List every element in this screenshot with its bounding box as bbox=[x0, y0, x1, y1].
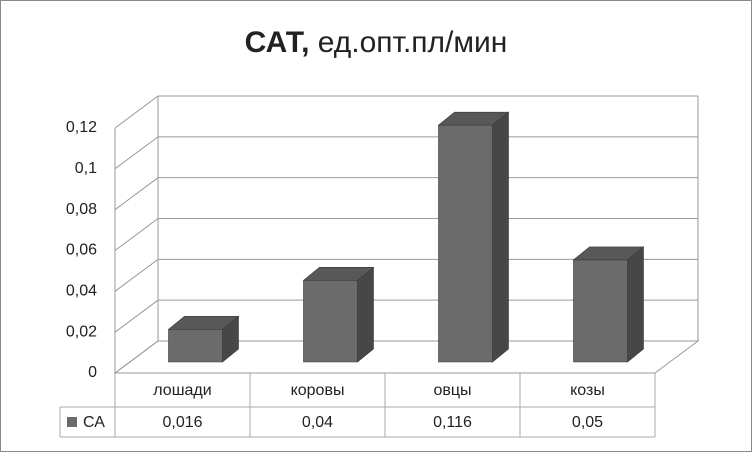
y-tick-label: 0,1 bbox=[75, 160, 97, 177]
x-tick-label: лошади bbox=[153, 382, 211, 399]
title-rest: ед.опт.пл/мин bbox=[318, 26, 508, 59]
grid-line bbox=[114, 258, 698, 292]
x-tick-label: козы bbox=[570, 382, 605, 399]
title-bold: САТ, bbox=[245, 26, 310, 59]
grid-line bbox=[114, 218, 698, 251]
bar-side bbox=[357, 266, 374, 363]
table-value: 0,016 bbox=[162, 414, 202, 431]
x-tick-label: овцы bbox=[433, 382, 471, 399]
x-tick-label: коровы bbox=[291, 382, 345, 399]
grid-line bbox=[114, 95, 698, 129]
y-tick-label: 0,04 bbox=[66, 283, 97, 300]
bar bbox=[167, 315, 240, 363]
table-value: 0,116 bbox=[433, 414, 472, 431]
bar-front bbox=[168, 329, 223, 363]
chart-title: САТ, ед.опт.пл/мин bbox=[245, 26, 508, 59]
bar-front bbox=[303, 280, 358, 363]
grid-line bbox=[114, 136, 698, 170]
bar-front bbox=[438, 124, 493, 363]
table-value: 0,05 bbox=[572, 414, 603, 431]
bar bbox=[302, 266, 375, 363]
y-tick-label: 0,06 bbox=[66, 242, 97, 259]
bar bbox=[572, 246, 645, 363]
y-tick-label: 0 bbox=[88, 364, 97, 381]
legend-key bbox=[67, 417, 77, 427]
bar-front bbox=[573, 259, 628, 363]
grid-line bbox=[114, 177, 698, 211]
y-tick-label: 0,02 bbox=[66, 323, 97, 340]
grid-line bbox=[114, 299, 698, 333]
legend-label: СА bbox=[83, 414, 105, 431]
y-tick-label: 0,08 bbox=[66, 201, 97, 218]
y-tick-label: 0,12 bbox=[66, 119, 97, 136]
bar-side bbox=[492, 111, 509, 363]
table-value: 0,04 bbox=[302, 414, 333, 431]
bar-side bbox=[627, 246, 644, 363]
bar bbox=[437, 111, 510, 363]
grid-line bbox=[114, 340, 698, 374]
